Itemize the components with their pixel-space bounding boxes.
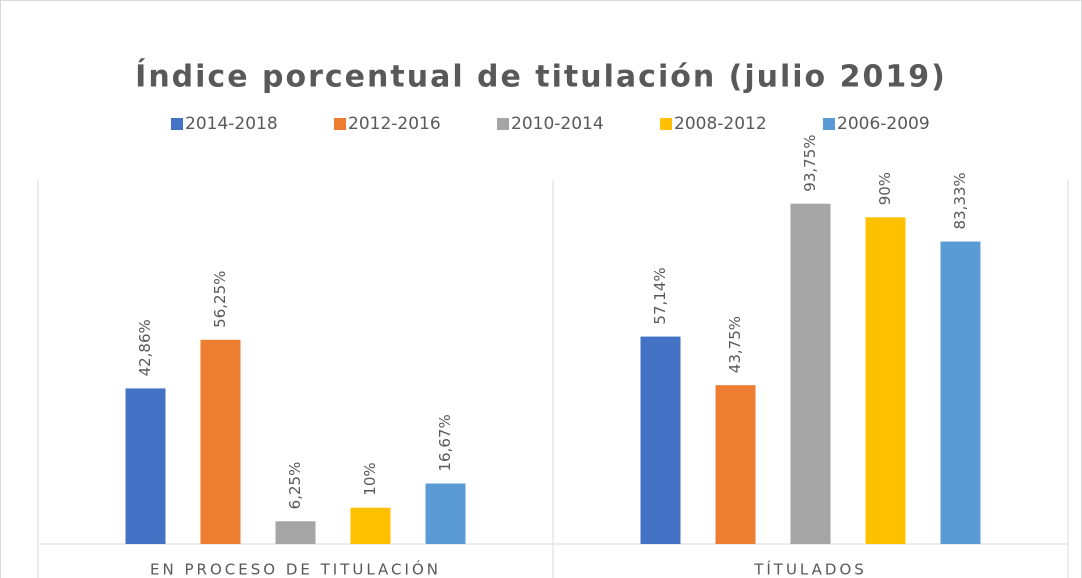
data-label: 56,25% [211, 271, 229, 328]
data-label: 93,75% [801, 134, 819, 191]
chart-title: Índice porcentual de titulación (julio 2… [135, 59, 947, 95]
bar [790, 203, 831, 544]
legend-label: 2010-2014 [511, 114, 604, 134]
data-label: 10% [361, 462, 379, 495]
legend-swatch [823, 118, 835, 130]
data-label: 90% [876, 172, 894, 205]
legend-swatch [497, 118, 509, 130]
legend-label: 2006-2009 [837, 114, 930, 134]
bar [940, 241, 981, 545]
data-label: 16,67% [436, 414, 454, 471]
legend-swatch [334, 118, 346, 130]
bar [865, 217, 906, 545]
legend-swatch [660, 118, 672, 130]
data-label: 6,25% [286, 462, 304, 510]
data-label: 42,86% [136, 319, 154, 376]
bar [715, 385, 756, 544]
data-label: 57,14% [651, 267, 669, 324]
data-label: 83,33% [951, 172, 969, 229]
x-tick-label: TÍTULADOS [753, 560, 867, 578]
legend-label: 2014-2018 [185, 114, 278, 134]
legend-swatch [171, 118, 183, 130]
bar [425, 483, 466, 544]
bar [125, 388, 166, 544]
bar [275, 521, 316, 544]
bar [200, 339, 241, 544]
legend-label: 2012-2016 [348, 114, 441, 134]
x-tick-label: EN PROCESO DE TITULACIÓN [150, 560, 441, 578]
bar [640, 336, 681, 544]
bar [350, 507, 391, 544]
data-label: 43,75% [726, 316, 744, 373]
legend-label: 2008-2012 [674, 114, 767, 134]
